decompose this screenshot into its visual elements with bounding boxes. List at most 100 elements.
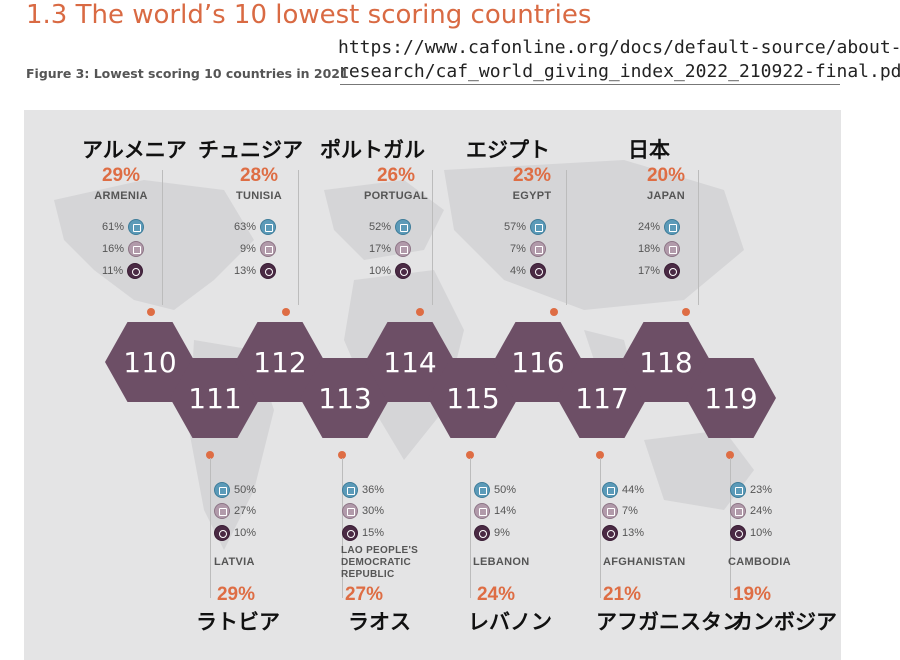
connector-line bbox=[298, 170, 299, 305]
stat-row-donate: 52% bbox=[369, 218, 412, 236]
marker-dot bbox=[282, 308, 290, 316]
help-stranger-icon bbox=[127, 263, 144, 279]
help-stranger-icon bbox=[214, 525, 230, 541]
jp-label-portugal: ポルトガル bbox=[320, 138, 425, 162]
stat-donate: 61% bbox=[102, 221, 125, 233]
stat-help: 15% bbox=[362, 527, 385, 539]
connector-line bbox=[210, 458, 211, 598]
stat-row-help: 11% bbox=[102, 262, 144, 280]
stat-donate: 23% bbox=[750, 484, 773, 496]
marker-dot bbox=[596, 451, 604, 459]
stat-volunteer: 7% bbox=[622, 505, 638, 517]
volunteer-icon bbox=[214, 503, 230, 519]
donate-icon bbox=[342, 482, 358, 498]
connector-line bbox=[432, 170, 433, 305]
marker-dot bbox=[726, 451, 734, 459]
stat-help: 13% bbox=[622, 527, 645, 539]
marker-dot bbox=[147, 308, 155, 316]
stat-row-volunteer: 7% bbox=[602, 502, 638, 520]
stat-row-help: 13% bbox=[234, 262, 277, 280]
country-name-latvia: LATVIA bbox=[214, 556, 255, 568]
score-lebanon: 24% bbox=[476, 584, 516, 605]
score-egypt: 23% bbox=[512, 165, 552, 186]
stat-row-volunteer: 27% bbox=[214, 502, 256, 520]
source-url[interactable]: https://www.cafonline.org/docs/default-s… bbox=[338, 37, 900, 82]
jp-label-lebanon: レバノン bbox=[468, 610, 552, 634]
stat-help: 10% bbox=[750, 527, 773, 539]
country-name-laos: LAO PEOPLE'S DEMOCRATIC REPUBLIC bbox=[341, 545, 419, 580]
score-japan: 20% bbox=[646, 165, 686, 186]
stat-volunteer: 18% bbox=[638, 243, 661, 255]
stat-row-donate: 61% bbox=[102, 218, 145, 236]
stat-row-donate: 57% bbox=[504, 218, 547, 236]
stat-volunteer: 7% bbox=[510, 243, 526, 255]
marker-dot bbox=[206, 451, 214, 459]
stat-donate: 24% bbox=[638, 221, 661, 233]
score-cambodia: 19% bbox=[732, 584, 772, 605]
stat-row-donate: 23% bbox=[730, 481, 772, 499]
stat-donate: 44% bbox=[622, 484, 645, 496]
stat-volunteer: 27% bbox=[234, 505, 257, 517]
stat-help: 17% bbox=[638, 265, 661, 277]
donate-icon bbox=[214, 482, 230, 498]
rank-hexagon-117: 117 bbox=[557, 358, 647, 438]
country-name-lebanon: LEBANON bbox=[473, 556, 530, 568]
url-underline bbox=[340, 84, 840, 85]
stat-row-help: 10% bbox=[730, 524, 772, 542]
jp-label-japan: 日本 bbox=[628, 138, 670, 162]
stat-volunteer: 30% bbox=[362, 505, 385, 517]
stat-row-donate: 50% bbox=[474, 481, 516, 499]
jp-label-tunisia: チュニジア bbox=[198, 138, 303, 162]
marker-dot bbox=[682, 308, 690, 316]
jp-label-laos: ラオス bbox=[348, 610, 411, 634]
help-stranger-icon bbox=[342, 525, 358, 541]
score-latvia: 29% bbox=[216, 584, 256, 605]
volunteer-icon bbox=[529, 241, 546, 257]
stat-volunteer: 17% bbox=[369, 243, 392, 255]
connector-line bbox=[162, 170, 163, 305]
stat-row-volunteer: 7% bbox=[510, 240, 546, 258]
stat-donate: 52% bbox=[369, 221, 392, 233]
marker-dot bbox=[338, 451, 346, 459]
help-stranger-icon bbox=[529, 263, 546, 279]
score-afghanistan: 21% bbox=[602, 584, 642, 605]
stat-row-help: 9% bbox=[474, 524, 510, 542]
stat-row-donate: 44% bbox=[602, 481, 644, 499]
jp-label-egypt: エジプト bbox=[466, 138, 550, 162]
connector-line bbox=[698, 170, 699, 305]
volunteer-icon bbox=[259, 241, 276, 257]
donate-icon bbox=[664, 219, 681, 235]
score-laos: 27% bbox=[344, 584, 384, 605]
country-name-portugal: PORTUGAL bbox=[363, 190, 429, 202]
connector-line bbox=[566, 170, 567, 305]
jp-label-afghanistan: アフガニスタン bbox=[596, 610, 743, 634]
jp-label-armenia: アルメニア bbox=[82, 138, 187, 162]
stat-row-donate: 36% bbox=[342, 481, 384, 499]
donate-icon bbox=[730, 482, 746, 498]
connector-line bbox=[470, 458, 471, 598]
stat-donate: 36% bbox=[362, 484, 385, 496]
donate-icon bbox=[395, 219, 412, 235]
stat-help: 11% bbox=[102, 265, 124, 277]
stat-row-volunteer: 14% bbox=[474, 502, 516, 520]
donate-icon bbox=[260, 219, 277, 235]
stat-help: 9% bbox=[494, 527, 510, 539]
help-stranger-icon bbox=[260, 263, 277, 279]
connector-line bbox=[600, 458, 601, 598]
stat-row-help: 17% bbox=[638, 262, 681, 280]
stat-volunteer: 24% bbox=[750, 505, 773, 517]
help-stranger-icon bbox=[602, 525, 618, 541]
donate-icon bbox=[128, 219, 145, 235]
help-stranger-icon bbox=[474, 525, 490, 541]
help-stranger-icon bbox=[664, 263, 681, 279]
country-name-cambodia: CAMBODIA bbox=[728, 556, 791, 568]
stat-help: 13% bbox=[234, 265, 257, 277]
stat-volunteer: 14% bbox=[494, 505, 517, 517]
stat-row-help: 4% bbox=[510, 262, 546, 280]
stat-row-volunteer: 24% bbox=[730, 502, 772, 520]
marker-dot bbox=[466, 451, 474, 459]
score-armenia: 29% bbox=[101, 165, 141, 186]
country-name-tunisia: TUNISIA bbox=[235, 190, 283, 202]
volunteer-icon bbox=[128, 241, 145, 257]
stat-donate: 57% bbox=[504, 221, 527, 233]
